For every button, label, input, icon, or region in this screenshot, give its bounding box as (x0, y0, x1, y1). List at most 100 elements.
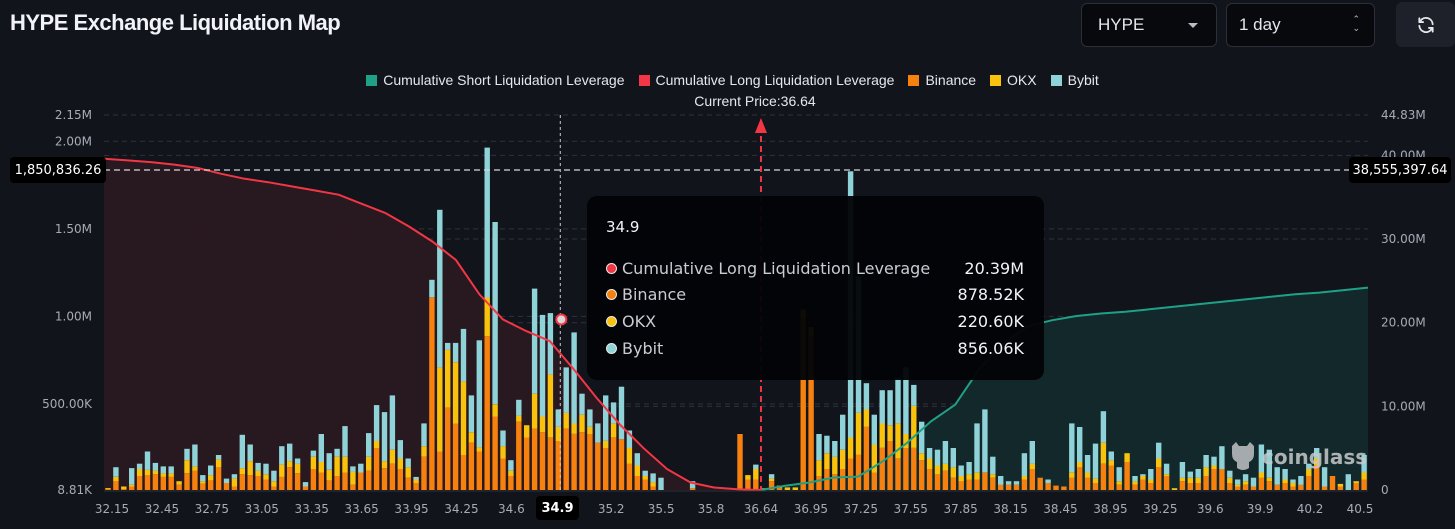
bar-stack (1321, 467, 1328, 490)
bar-okx (1337, 483, 1344, 487)
bar-stack (579, 393, 585, 490)
bar-bybit (1258, 444, 1265, 473)
bar-okx (397, 458, 403, 469)
bar-stack (863, 383, 870, 490)
bar-binance (1282, 483, 1288, 490)
legend-item-binance[interactable]: Binance (908, 72, 976, 88)
bar-bybit (555, 409, 561, 427)
bar-okx (1282, 479, 1288, 483)
bar-okx (1187, 477, 1193, 483)
bar-stack (1345, 474, 1351, 490)
bar-bybit (239, 434, 245, 469)
bar-bybit (1211, 456, 1217, 466)
bar-bybit (452, 342, 459, 363)
bar-binance (373, 448, 380, 490)
bar-okx (160, 473, 166, 477)
bar-okx (208, 475, 214, 481)
bar-stack (1077, 427, 1083, 490)
bar-binance (1029, 469, 1035, 490)
bar-bybit (397, 440, 403, 459)
bar-bybit (1084, 455, 1091, 473)
x-tick-label: 33.65 (344, 502, 378, 516)
bar-stack (247, 444, 253, 490)
bar-stack (144, 451, 151, 490)
bar-bybit (192, 444, 198, 467)
bar-okx (279, 464, 285, 477)
bar-bybit (476, 340, 482, 448)
y-left-tick-label: 1.00M (55, 309, 92, 323)
bar-okx (263, 474, 269, 480)
legend-swatch (638, 74, 650, 86)
bar-bybit (160, 466, 166, 474)
y-right-tick-label: 20.00M (1381, 316, 1426, 330)
bar-bybit (373, 405, 380, 441)
bar-binance (310, 469, 317, 490)
bar-stack (405, 458, 411, 490)
bar-bybit (1005, 481, 1012, 485)
bar-stack (1274, 467, 1280, 490)
bar-binance (1100, 463, 1107, 490)
legend-item-short[interactable]: Cumulative Short Liquidation Leverage (366, 72, 625, 88)
legend-item-long[interactable]: Cumulative Long Liquidation Leverage (638, 72, 894, 88)
x-tick-label: 35.5 (648, 502, 675, 516)
bar-stack (1124, 453, 1130, 490)
bar-binance (437, 451, 443, 490)
crosshair-x-value: 34.9 (536, 496, 579, 520)
legend-item-okx[interactable]: OKX (990, 72, 1037, 88)
bar-okx (650, 482, 656, 487)
bar-stack (903, 367, 909, 490)
bar-stack (208, 465, 214, 490)
bar-stack (263, 463, 269, 490)
bar-stack (942, 441, 949, 490)
bar-bybit (1266, 449, 1272, 478)
refresh-icon (1417, 16, 1434, 33)
bar-okx (1353, 481, 1359, 483)
y-axis-left: 8.81K 500.00K 1.00M 1.50M 2.00M 2.15M (42, 108, 93, 497)
bar-okx (642, 476, 648, 480)
bar-binance (1045, 483, 1051, 490)
bar-okx (1306, 469, 1312, 476)
bar-stack (768, 474, 775, 490)
y-left-tick-label: 1.50M (55, 222, 92, 236)
bar-stack (223, 478, 230, 490)
bar-bybit (871, 414, 877, 445)
tooltip-row-label: OKX (622, 311, 657, 331)
bar-binance (247, 475, 253, 490)
symbol-select[interactable]: HYPE (1081, 3, 1217, 47)
bar-bybit (152, 462, 159, 471)
bar-stack (1211, 456, 1217, 490)
bar-okx (587, 427, 593, 434)
bar-stack (1013, 481, 1020, 490)
bar-bybit (279, 446, 285, 465)
bar-binance (287, 467, 293, 490)
bar-okx (958, 476, 964, 482)
bar-okx (1116, 481, 1122, 485)
bar-stack (1361, 455, 1367, 490)
legend-swatch (990, 74, 1002, 86)
bar-okx (855, 412, 862, 455)
bar-stack (626, 430, 633, 490)
bar-binance (136, 476, 143, 490)
bar-okx (1171, 488, 1178, 490)
bar-binance (1013, 484, 1020, 490)
time-range-select[interactable]: 1 day ⌃ ⌄ (1226, 3, 1375, 47)
bar-stack (1219, 446, 1225, 490)
bar-stack (950, 448, 956, 490)
tooltip-title: 34.9 (606, 218, 640, 236)
bar-stack (934, 449, 941, 490)
bar-binance (129, 486, 135, 490)
legend-item-bybit[interactable]: Bybit (1050, 72, 1099, 88)
refresh-button[interactable] (1396, 2, 1455, 47)
bar-bybit (366, 433, 372, 457)
x-tick-label: 40.2 (1297, 502, 1324, 516)
bar-stack (524, 425, 530, 490)
bar-bybit (618, 386, 625, 440)
bar-bybit (753, 464, 759, 469)
dot-icon (606, 315, 617, 327)
bar-stack (1029, 441, 1035, 490)
crosshair-left-value: 1,850,836.26 (10, 157, 106, 183)
bar-binance (895, 458, 901, 490)
bar-binance (816, 476, 822, 490)
bar-bybit (1069, 423, 1075, 473)
